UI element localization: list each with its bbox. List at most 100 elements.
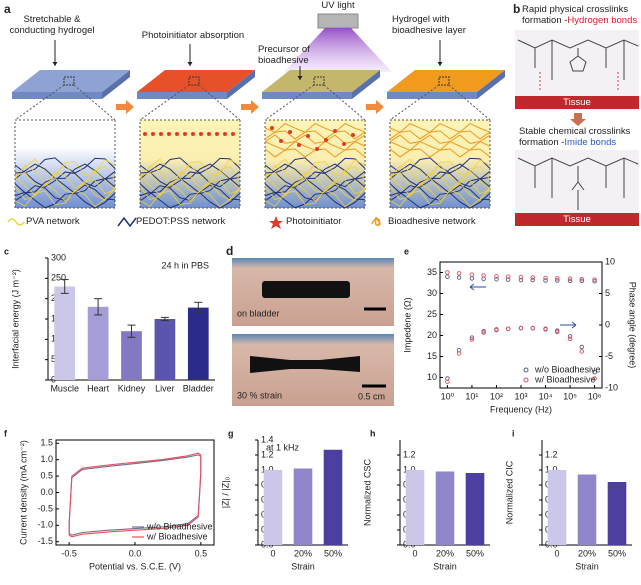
photoinitiator (199, 132, 203, 136)
photoinitiator (270, 126, 274, 130)
bioadhesive-chain (264, 148, 366, 158)
x-tick-label: 0 (554, 548, 559, 558)
y-axis-label: Normalized CSC (362, 458, 372, 526)
pva-chain (264, 164, 366, 184)
step-label: Photoinitiator absorption (141, 30, 245, 41)
legend-icon (371, 217, 381, 227)
uv-beam (284, 28, 392, 72)
y-tick-label: -10 (605, 382, 618, 392)
slab-side (477, 70, 505, 99)
x-tick-label: 50% (324, 548, 342, 558)
data-point (554, 276, 560, 281)
slab-front (137, 92, 227, 99)
caption-text: Rapid physical crosslinks formation - (522, 4, 629, 26)
data-point (469, 335, 475, 340)
y-tick-label: 0.5 (40, 470, 53, 480)
y-tick-label: 1.0 (261, 464, 274, 474)
annotation: 24 h in PBS (161, 260, 209, 270)
chem-bonds (534, 40, 625, 80)
data-point (567, 276, 573, 282)
pva-chain (264, 176, 366, 196)
zoom-line (73, 84, 116, 121)
photoinitiator (231, 132, 235, 136)
x-tick-label: 0 (412, 548, 417, 558)
data-point (445, 379, 450, 384)
photoinitiator (324, 138, 328, 142)
x-tick-label: 10⁶ (588, 391, 602, 401)
caption-highlight: Imide bonds (564, 137, 617, 148)
data-point (469, 337, 475, 342)
panel-label: d (226, 244, 233, 258)
x-tick-label: 10¹ (465, 391, 478, 401)
data-point (530, 277, 535, 283)
scale-label: 0.5 cm (358, 391, 385, 401)
slab-front (12, 92, 102, 99)
data-point (554, 278, 560, 283)
y-tick-label: 1.2 (261, 449, 274, 459)
panel-label: g (228, 428, 234, 438)
pva-chain (389, 158, 491, 178)
data-point (592, 376, 597, 381)
photoinitiator (183, 132, 187, 136)
slab-top (12, 70, 130, 92)
legend-label: PVA network (26, 216, 80, 227)
tissue-label: Tissue (563, 97, 591, 108)
pva-chain (139, 164, 241, 184)
data-point (494, 274, 499, 279)
y-tick-label: 300 (51, 252, 66, 262)
caption: Rapid physical crosslinks formation -Hyd… (522, 4, 640, 26)
bar (187, 307, 209, 380)
pointer-head (437, 62, 443, 66)
pva-chain (389, 170, 491, 190)
pva-chain (264, 158, 366, 178)
x-tick-label: 10³ (514, 391, 527, 401)
photoinitiator (207, 132, 211, 136)
photoinitiator (279, 139, 283, 143)
bioadhesive-chain (389, 148, 491, 158)
panel-label: b (513, 2, 520, 16)
x-axis-label: Strain (433, 561, 457, 571)
data-point (445, 270, 450, 275)
data-point (543, 278, 548, 283)
pva-chain (14, 170, 116, 190)
data-point (518, 277, 524, 283)
legend-label: w/ Bioadhesive (534, 374, 596, 384)
pedot-chain (389, 163, 491, 180)
step-label: Precursor of bioadhesive (258, 44, 310, 66)
photoinitiator (351, 133, 355, 137)
process-arrow (241, 100, 259, 114)
photoinitiator (215, 132, 219, 136)
zoom-line (448, 84, 491, 121)
pva-chain (264, 188, 366, 208)
bar (154, 319, 176, 380)
pedot-chain (14, 157, 116, 174)
bar (607, 482, 627, 545)
y-tick-label: 0 (605, 319, 610, 329)
x-tick-label: 10⁴ (539, 391, 553, 401)
slab-front (387, 92, 477, 99)
photoinitiator (342, 142, 346, 146)
polymer-chain (517, 157, 639, 167)
polymer-chain (517, 39, 639, 49)
x-tick-label: Heart (87, 383, 110, 393)
panel-label: f (4, 428, 8, 438)
x-tick-label: 50% (466, 548, 484, 558)
x-axis-label: Strain (291, 561, 315, 571)
hydrogen-bond (539, 72, 619, 92)
y-tick-label: -1.0 (37, 520, 53, 530)
bar (547, 470, 567, 545)
y-axis-label: Current density (mA cm⁻²) (18, 440, 28, 545)
y-tick-label: 10 (427, 372, 437, 382)
y-tick-label: 30 (427, 288, 437, 298)
pedot-chain (14, 163, 116, 180)
pva-chain (389, 188, 491, 208)
photoinitiator (223, 132, 227, 136)
photoinitiator (191, 132, 195, 136)
slab-top (137, 70, 255, 92)
data-point (554, 329, 560, 335)
pva-chain (14, 158, 116, 178)
y-axis-label: |Z| / |Z|₀ (220, 476, 230, 508)
data-point (579, 349, 585, 354)
photoinitiator (306, 134, 310, 138)
pedot-chain (139, 157, 241, 174)
